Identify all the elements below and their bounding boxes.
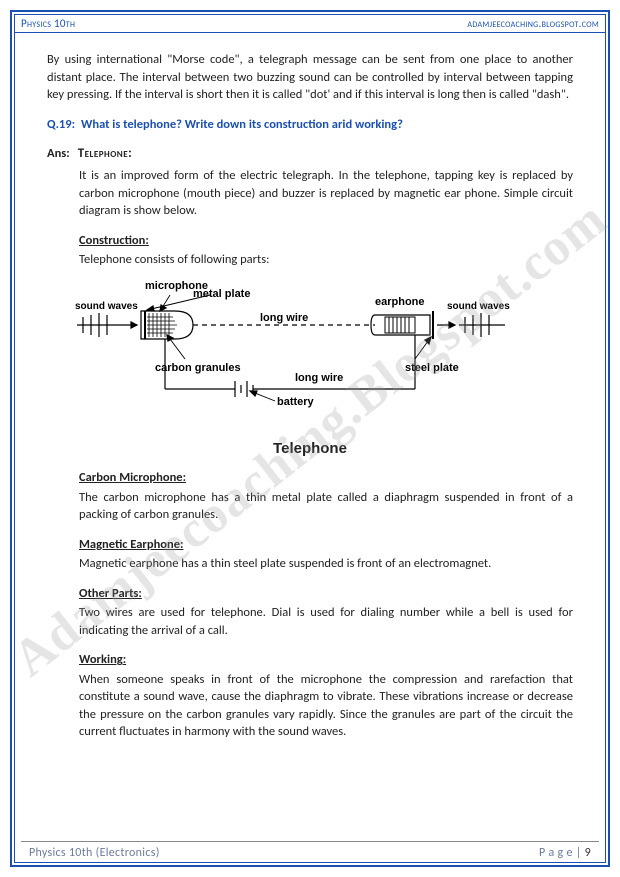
header-right: adamjeecoaching.blogspot.com xyxy=(467,17,599,30)
carbon-heading: Carbon Microphone: xyxy=(79,469,573,487)
construction-heading: Construction: xyxy=(79,232,573,250)
label-sound-waves-left: sound waves xyxy=(75,301,138,312)
working-text: When someone speaks in front of the micr… xyxy=(79,671,573,741)
footer-page: P a g e | 9 xyxy=(539,846,591,860)
header-left: Physics 10th xyxy=(21,17,75,30)
label-steel-plate: steel plate xyxy=(405,362,459,374)
content-area: By using international "Morse code", a t… xyxy=(15,33,605,841)
footer-left: Physics 10th (Electronics) xyxy=(29,846,160,860)
question-line: Q.19: What is telephone? Write down its … xyxy=(47,116,573,134)
page-number: 9 xyxy=(585,846,591,860)
magnetic-text: Magnetic earphone has a thin steel plate… xyxy=(79,555,573,573)
label-sound-waves-right: sound waves xyxy=(447,301,510,312)
page-label: P a g e | xyxy=(539,846,585,860)
answer-heading: Telephone: xyxy=(78,145,132,163)
diagram-svg: microphone metal plate sound waves earph… xyxy=(75,277,545,427)
carbon-text: The carbon microphone has a thin metal p… xyxy=(79,489,573,524)
page-header: Physics 10th adamjeecoaching.blogspot.co… xyxy=(15,15,605,33)
inner-border: Adamjeecoaching.Blogspot.com Physics 10t… xyxy=(14,14,606,863)
magnetic-heading: Magnetic Earphone: xyxy=(79,536,573,554)
label-battery: battery xyxy=(277,396,315,408)
working-heading: Working: xyxy=(79,651,573,669)
label-long-wire-top: long wire xyxy=(260,312,308,324)
outer-border: Adamjeecoaching.Blogspot.com Physics 10t… xyxy=(10,10,610,867)
other-text: Two wires are used for telephone. Dial i… xyxy=(79,604,573,639)
construction-text: Telephone consists of following parts: xyxy=(79,251,573,269)
label-long-wire-bottom: long wire xyxy=(295,372,343,384)
answer-label: Ans: xyxy=(47,145,70,163)
page-footer: Physics 10th (Electronics) P a g e | 9 xyxy=(21,841,599,862)
question-label: Q.19: xyxy=(47,116,75,134)
diagram-title: Telephone xyxy=(75,438,545,459)
intro-paragraph: By using international "Morse code", a t… xyxy=(47,51,573,104)
label-metal-plate: metal plate xyxy=(193,288,250,300)
label-carbon-granules: carbon granules xyxy=(155,362,241,374)
page: Adamjeecoaching.Blogspot.com Physics 10t… xyxy=(0,0,620,877)
answer-intro: It is an improved form of the electric t… xyxy=(79,167,573,220)
question-text: What is telephone? Write down its constr… xyxy=(81,116,403,134)
label-earphone: earphone xyxy=(375,296,425,308)
telephone-diagram: microphone metal plate sound waves earph… xyxy=(75,277,545,460)
other-heading: Other Parts: xyxy=(79,585,573,603)
answer-heading-row: Ans: Telephone: xyxy=(47,145,573,163)
